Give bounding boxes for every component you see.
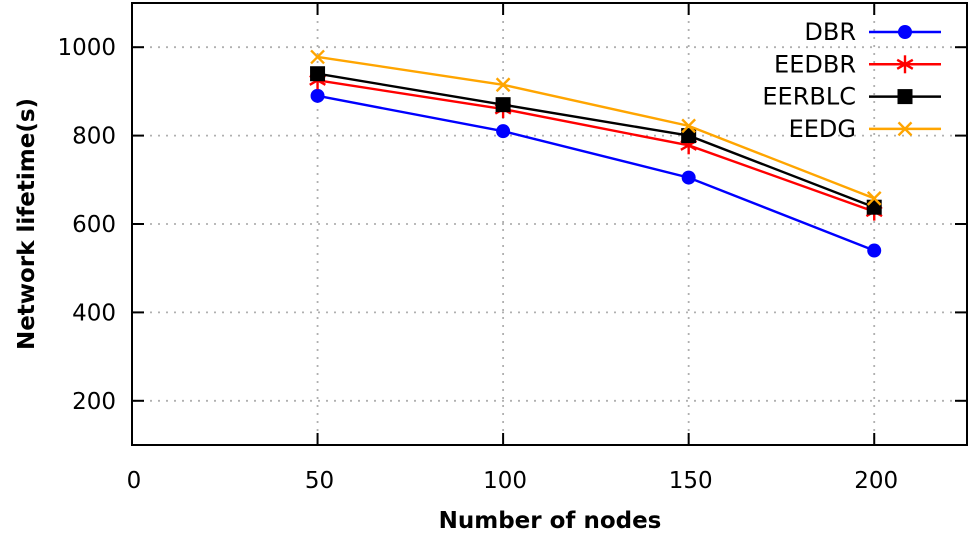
x-tick-label: 150 [669,468,713,494]
legend-label-EERBLC: EERBLC [762,83,856,111]
y-tick-label: 200 [72,389,116,415]
marker-EEDG [866,191,882,206]
marker-DBR [867,243,882,258]
marker-EEDG [681,118,697,134]
x-tick-label: 50 [305,468,334,494]
x-tick-label: 200 [854,468,898,494]
marker-DBR [310,88,325,103]
series-line-EEDBR [317,79,875,213]
x-tick-label: 0 [127,468,142,494]
marker-EERBLC [681,128,697,144]
marker-EERBLC [495,97,511,113]
marker-EEDG [310,49,325,65]
legend-label-EEDG: EEDG [789,115,856,143]
y-tick-label: 600 [72,212,116,238]
series-line-EEDG [317,55,875,200]
marker-DBR [681,170,696,185]
legend-marker-EEDG [897,121,913,137]
legend-marker-DBR [898,25,912,39]
y-tick-label: 800 [72,124,116,150]
series-line-EERBLC [317,72,875,209]
marker-EERBLC [310,66,326,82]
marker-EEDG [495,77,511,93]
legend-marker-EERBLC [897,89,913,105]
legend-label-DBR: DBR [804,18,856,46]
legend-label-EEDBR: EEDBR [774,50,856,78]
series-line-DBR [317,94,875,252]
y-tick-label: 1000 [57,35,116,61]
y-axis-label: Network lifetime(s) [14,97,40,351]
marker-DBR [496,124,511,139]
x-axis-label: Number of nodes [438,508,662,534]
legend-marker-EEDBR [896,58,914,70]
y-tick-label: 400 [72,300,116,326]
x-tick-label: 100 [483,468,527,494]
